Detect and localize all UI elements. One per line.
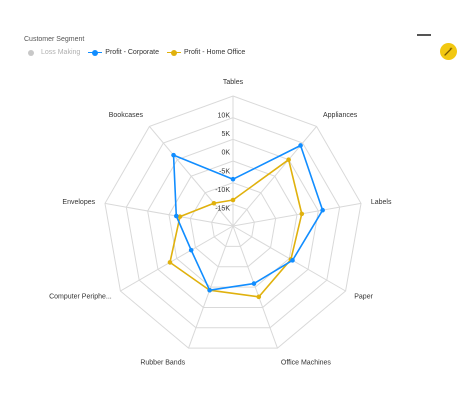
grid-spoke bbox=[232, 126, 317, 227]
radar-grid bbox=[104, 95, 362, 349]
category-label: Bookcases bbox=[109, 112, 144, 119]
data-point bbox=[188, 247, 194, 253]
legend-label: Loss Making bbox=[41, 49, 81, 56]
grid-spoke bbox=[232, 202, 362, 227]
category-label: Appliances bbox=[323, 112, 358, 119]
legend-item-profit-home-office[interactable]: Profit - Home Office bbox=[166, 49, 246, 56]
legend-label: Profit - Home Office bbox=[183, 49, 246, 56]
tick-labels: 10K 5K 0K -5K -10K -15K bbox=[215, 113, 230, 213]
legend: Loss Making Profit - Corporate Profit - … bbox=[24, 49, 253, 56]
magic-wand-icon bbox=[444, 47, 453, 56]
data-point bbox=[174, 213, 179, 219]
tick-label: -5K bbox=[219, 168, 230, 175]
legend-swatch bbox=[88, 49, 103, 56]
legend-swatch bbox=[166, 49, 181, 56]
data-point bbox=[320, 207, 325, 213]
tick-label: 0K bbox=[221, 150, 230, 157]
legend-item-loss-making[interactable]: Loss Making bbox=[24, 49, 80, 56]
legend-swatch bbox=[24, 49, 38, 56]
data-point bbox=[167, 260, 173, 265]
data-point bbox=[286, 157, 291, 163]
legend-item-profit-corporate[interactable]: Profit - Corporate bbox=[88, 49, 159, 56]
data-point bbox=[211, 200, 217, 206]
data-point bbox=[290, 258, 295, 263]
grid-ring bbox=[104, 95, 362, 349]
data-point bbox=[207, 287, 212, 293]
category-label: Rubber Bands bbox=[140, 360, 185, 367]
category-label: Paper bbox=[354, 294, 373, 301]
grid-spoke bbox=[232, 225, 278, 349]
series-line bbox=[172, 144, 324, 292]
grid-spoke bbox=[104, 202, 234, 227]
category-labels: Tables Appliances Labels Paper Office Machin… bbox=[49, 79, 392, 367]
category-label: Envelopes bbox=[62, 199, 95, 206]
grid-spoke bbox=[149, 126, 234, 227]
minus-icon[interactable] bbox=[417, 34, 431, 36]
grid-ring bbox=[211, 203, 255, 247]
series-line bbox=[169, 158, 303, 298]
tick-label: 5K bbox=[221, 131, 230, 138]
data-point bbox=[230, 197, 236, 203]
grid-spoke bbox=[120, 225, 234, 292]
category-label: Tables bbox=[223, 79, 244, 86]
tick-label: -15K bbox=[215, 205, 230, 212]
data-point bbox=[299, 211, 305, 217]
category-label: Office Machines bbox=[281, 360, 332, 367]
legend-label: Profit - Corporate bbox=[105, 49, 159, 56]
tick-label: -10K bbox=[215, 187, 230, 194]
grid-spoke bbox=[188, 225, 234, 349]
grid-ring bbox=[147, 138, 319, 308]
data-point bbox=[171, 152, 176, 158]
data-point bbox=[177, 214, 183, 219]
series-layer bbox=[167, 143, 325, 300]
magic-wand-button[interactable] bbox=[440, 43, 457, 60]
data-point bbox=[251, 281, 257, 286]
grid-ring bbox=[125, 117, 341, 329]
category-label: Labels bbox=[371, 199, 392, 206]
legend-title: Customer Segment bbox=[24, 36, 85, 43]
data-point bbox=[256, 294, 262, 300]
tick-label: 10K bbox=[218, 113, 231, 120]
data-point bbox=[298, 143, 303, 148]
data-point bbox=[230, 176, 236, 182]
grid-ring bbox=[189, 182, 277, 268]
category-label: Computer Periphe... bbox=[49, 294, 112, 301]
